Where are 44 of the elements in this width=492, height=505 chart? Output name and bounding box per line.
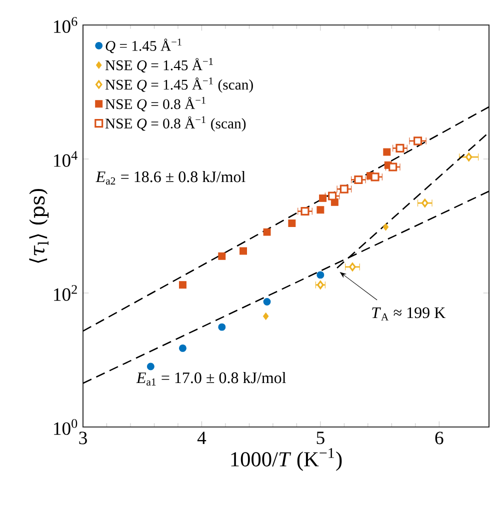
point — [300, 206, 310, 216]
point — [370, 172, 380, 182]
legend-label: NSE Q = 1.45 Å$^{−1}$ — [105, 58, 213, 72]
y-tick-label: 10$^{2}$ — [54, 285, 77, 301]
point — [414, 136, 422, 146]
legend-label: NSE Q = 1.45 Å$^{−1}$ (scan) — [105, 77, 253, 93]
y-tick-label: 10$^{0}$ — [54, 419, 78, 435]
x-axis-title: 1000/T (K$^{−1}$) — [231, 448, 342, 471]
point — [354, 175, 363, 184]
x-tick-label: 3 — [79, 432, 87, 444]
legend-label: Q = 1.45 Å$^{−1}$ — [106, 38, 182, 54]
legend-label: NSE Q = 0.8 Å$^{−1}$ — [105, 96, 206, 112]
x-tick-label: 6 — [435, 432, 444, 444]
point — [340, 184, 348, 194]
y-tick-label: 10$^{6}$ — [54, 17, 78, 33]
point — [288, 219, 296, 227]
point — [263, 298, 271, 306]
annotation: E$_{a1}$ = 17.0 ± 0.8 kJ/mol — [136, 372, 286, 386]
point — [328, 192, 337, 200]
point — [178, 281, 186, 289]
point — [349, 262, 356, 272]
point — [382, 223, 389, 231]
point — [240, 247, 247, 255]
y-axis-title: ⟨τ$_{l}$⟩ (ps) — [29, 189, 49, 263]
point — [396, 144, 404, 152]
point — [262, 312, 269, 320]
point — [422, 198, 428, 208]
point — [178, 344, 186, 352]
point — [317, 280, 324, 290]
point — [146, 362, 154, 370]
point — [383, 148, 391, 156]
annotation: T$_{A}$ ≈ 199 K — [372, 307, 446, 320]
point — [388, 162, 398, 172]
legend-label: NSE Q = 0.8 Å$^{−1}$ (scan) — [105, 116, 246, 132]
point — [218, 252, 226, 260]
y-tick-label: 10$^{4}$ — [54, 151, 78, 167]
point — [263, 228, 271, 236]
point — [316, 271, 324, 279]
point — [316, 206, 324, 214]
point — [218, 323, 226, 331]
annotation: E$_{a2}$ = 18.6 ± 0.8 kJ/mol — [96, 170, 246, 185]
x-tick-label: 4 — [197, 432, 206, 444]
x-tick-label: 5 — [316, 432, 324, 444]
point — [319, 194, 327, 202]
